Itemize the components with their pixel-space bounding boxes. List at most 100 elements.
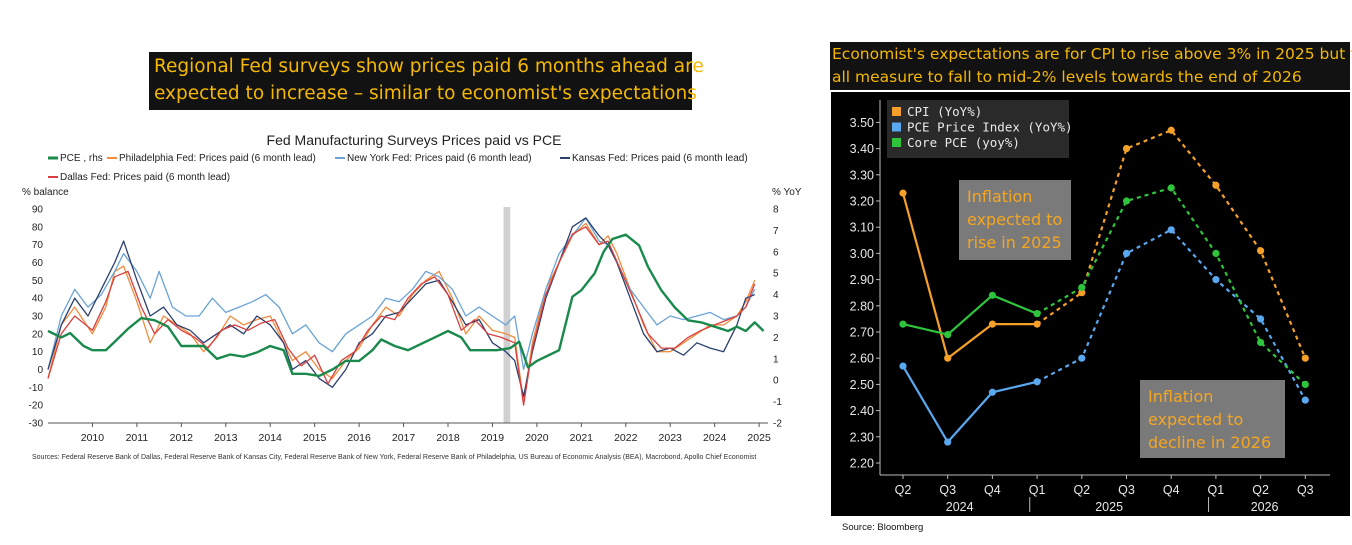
left-y-tick-label: 10 xyxy=(32,347,44,358)
right-y-tick-label: 2 xyxy=(773,333,779,344)
right-y-tick-label: 3.30 xyxy=(850,168,874,182)
data-point xyxy=(1257,315,1265,323)
data-point xyxy=(1167,126,1175,134)
data-point xyxy=(1078,289,1086,297)
annotation-text: Inflation xyxy=(1148,387,1213,406)
quarter-label: Q2 xyxy=(1252,483,1269,497)
right-chart-annotations: Inflation expected to rise in 2025 Inflatio… xyxy=(959,180,1285,458)
series-line-3 xyxy=(47,217,755,397)
left-y-tick-label: 50 xyxy=(32,276,44,287)
data-point xyxy=(944,331,952,339)
left-y-axis-label: % balance xyxy=(22,187,69,198)
data-point xyxy=(1167,226,1175,234)
quarter-label: Q3 xyxy=(1118,483,1135,497)
annotation-text: decline in 2026 xyxy=(1148,433,1271,452)
right-y-tick-label: 2.90 xyxy=(850,273,874,287)
right-y-tick-label: 2.40 xyxy=(850,404,874,418)
data-point xyxy=(1033,310,1041,318)
right-y-tick-label: 1 xyxy=(773,354,779,365)
series-actual-2 xyxy=(902,294,1038,336)
data-point xyxy=(1033,378,1041,386)
right-y-tick-label: 5 xyxy=(773,269,779,280)
right-y-tick-label: 3.20 xyxy=(850,195,874,209)
left-y-tick-label: 60 xyxy=(32,258,44,269)
right-y-tick-label: 3 xyxy=(773,312,779,323)
legend-box xyxy=(887,100,1069,158)
legend-label: Dallas Fed: Prices paid (6 month lead) xyxy=(60,172,230,183)
data-point xyxy=(1078,283,1086,292)
quarter-label: Q2 xyxy=(1073,483,1090,497)
x-tick-label: 2015 xyxy=(303,432,327,444)
right-y-tick-label: 3.10 xyxy=(850,221,874,235)
right-chart-legend: CPI (YoY%)PCE Price Index (YoY%)Core PCE… xyxy=(887,100,1073,158)
right-y-tick-label: 3.00 xyxy=(850,247,874,261)
x-tick-label: 2018 xyxy=(436,432,460,444)
quarter-label: Q1 xyxy=(1208,483,1225,497)
data-point xyxy=(1078,354,1086,362)
data-point xyxy=(988,320,997,328)
right-y-tick-label: -2 xyxy=(773,419,782,430)
quarter-label: Q3 xyxy=(1297,483,1314,497)
right-y-tick-label: 8 xyxy=(773,205,779,216)
x-tick-label: 2025 xyxy=(747,432,771,444)
data-point xyxy=(988,291,997,299)
right-y-tick-label: 3.40 xyxy=(850,142,874,156)
data-point xyxy=(1301,354,1309,362)
annotation-box xyxy=(1140,380,1285,458)
right-y-tick-label: 2.60 xyxy=(850,352,874,366)
right-y-axis-label: % YoY xyxy=(772,187,802,198)
left-y-tick-label: 40 xyxy=(32,294,44,305)
left-y-tick-label: 90 xyxy=(32,205,44,216)
legend-label: Kansas Fed: Prices paid (6 month lead) xyxy=(572,153,748,164)
annotation-text: expected to xyxy=(1148,410,1243,429)
x-tick-label: 2013 xyxy=(214,432,238,444)
left-headline-line-1: Regional Fed surveys show prices paid 6 … xyxy=(154,56,704,77)
right-chart-source: Source: Bloomberg xyxy=(842,522,924,533)
year-label: 2025 xyxy=(1095,500,1123,514)
data-point xyxy=(944,438,952,446)
right-y-tick-label: 3.50 xyxy=(850,116,874,130)
right-y-tick-label: 0 xyxy=(773,376,779,387)
quarter-label: Q2 xyxy=(895,483,912,497)
data-point xyxy=(1122,249,1131,257)
left-headline-banner: Regional Fed surveys show prices paid 6 … xyxy=(149,52,704,110)
legend-swatch xyxy=(892,107,901,116)
data-point xyxy=(1122,145,1131,153)
data-point xyxy=(1257,247,1265,255)
series-line-4 xyxy=(47,226,756,406)
data-point xyxy=(1212,276,1220,284)
quarter-label: Q3 xyxy=(939,483,956,497)
quarter-label: Q4 xyxy=(984,483,1001,497)
right-headline-banner: Economist's expectations are for CPI to … xyxy=(830,42,1352,90)
left-chart-source: Sources: Federal Reserve Bank of Dallas,… xyxy=(32,454,757,461)
annotation-text: Inflation xyxy=(967,187,1032,206)
data-point xyxy=(988,388,997,396)
annotation-box xyxy=(959,180,1071,260)
left-chart-legend: PCE , rhs Philadelphia Fed: Prices paid (… xyxy=(48,153,748,183)
x-tick-label: 2012 xyxy=(170,432,194,444)
left-y-tick-label: 20 xyxy=(32,329,44,340)
legend-label: PCE , rhs xyxy=(60,153,103,164)
annotation-text: expected to xyxy=(967,210,1062,229)
left-y-tick-label: 0 xyxy=(37,365,43,376)
x-tick-label: 2011 xyxy=(126,432,149,444)
data-point xyxy=(1212,181,1220,189)
data-point xyxy=(1033,320,1041,328)
quarter-label: Q1 xyxy=(1029,483,1046,497)
data-point xyxy=(1301,396,1309,404)
x-tick-label: 2017 xyxy=(392,432,416,444)
series-actual-1 xyxy=(902,365,1038,444)
right-y-tick-label: 2.80 xyxy=(850,299,874,313)
left-chart-plot-area: 9080706050403020100-10-20-30876543210-1-… xyxy=(29,205,783,445)
x-tick-label: 2020 xyxy=(525,432,549,444)
left-y-tick-label: 70 xyxy=(32,240,44,251)
right-y-tick-label: 7 xyxy=(773,226,779,237)
legend-swatch xyxy=(892,138,901,147)
legend-label: Core PCE (yoy%) xyxy=(907,135,1020,150)
data-point xyxy=(1167,184,1175,192)
legend-label: New York Fed: Prices paid (6 month lead) xyxy=(347,153,532,164)
recession-shading xyxy=(503,207,511,423)
legend-swatch xyxy=(892,122,901,132)
data-point xyxy=(1122,197,1131,205)
